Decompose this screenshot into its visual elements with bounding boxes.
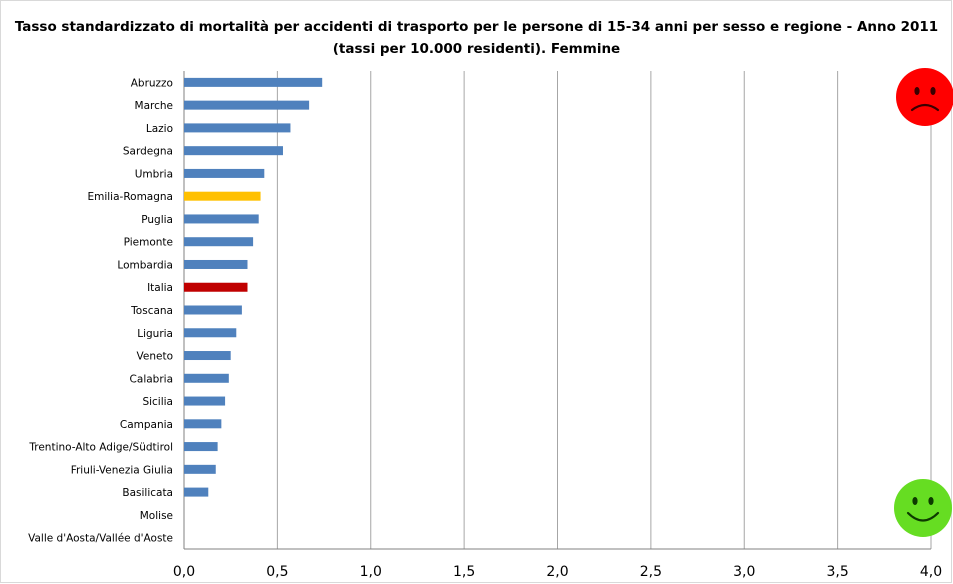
category-label: Liguria [137, 328, 173, 340]
bar [184, 237, 254, 247]
bar [184, 191, 261, 201]
category-label: Lombardia [117, 259, 173, 271]
bar [184, 396, 226, 406]
happy-face-icon [894, 479, 952, 537]
bar [184, 168, 265, 178]
bar [184, 282, 248, 292]
category-label: Friuli-Venezia Giulia [71, 464, 173, 476]
x-tick-label: 2,0 [546, 564, 568, 580]
category-label: Marche [135, 100, 173, 112]
category-label: Basilicata [122, 487, 173, 499]
x-tick-label: 0,0 [173, 564, 195, 580]
bar [184, 123, 291, 133]
category-label: Abruzzo [131, 77, 173, 89]
category-label: Sardegna [123, 146, 173, 158]
category-label: Trentino-Alto Adige/Südtirol [28, 442, 173, 454]
bar [184, 77, 323, 87]
x-tick-label: 4,0 [920, 564, 942, 580]
bars [184, 77, 323, 497]
x-tick-label: 3,0 [733, 564, 755, 580]
bar [184, 146, 283, 156]
x-tick-label: 0,5 [266, 564, 288, 580]
gridlines [183, 71, 932, 550]
bar [184, 305, 242, 315]
bar [184, 464, 216, 474]
bar [184, 259, 248, 269]
category-label: Valle d'Aosta/Vallée d'Aoste [28, 533, 173, 545]
category-label: Lazio [146, 123, 173, 135]
bar [184, 214, 259, 224]
category-label: Veneto [137, 351, 173, 363]
bar [184, 351, 231, 361]
bar [184, 373, 229, 383]
bar [184, 419, 222, 429]
category-label: Campania [120, 419, 173, 431]
x-tick-label: 2,5 [640, 564, 662, 580]
x-tick-label: 1,5 [453, 564, 475, 580]
chart-title: Tasso standardizzato di mortalità per ac… [14, 19, 939, 35]
bar [184, 100, 310, 110]
category-label: Umbria [135, 168, 173, 180]
category-label: Sicilia [142, 396, 173, 408]
chart-subtitle: (tassi per 10.000 residenti). Femmine [332, 41, 621, 57]
category-label: Piemonte [124, 237, 173, 249]
x-tick-labels: 0,0 0,5 1,0 1,5 2,0 2,5 3,0 3,5 4,0 [173, 564, 942, 580]
category-label: Italia [147, 282, 173, 294]
category-label: Toscana [130, 305, 173, 317]
bar [184, 328, 237, 338]
category-label: Calabria [130, 373, 173, 385]
bar [184, 487, 209, 497]
category-labels: Abruzzo Marche Lazio Sardegna Umbria Emilia-R… [28, 77, 173, 544]
category-label: Molise [140, 510, 173, 522]
sad-face-icon [896, 68, 953, 126]
bar [184, 442, 218, 452]
category-label: Puglia [141, 214, 173, 226]
category-label: Emilia-Romagna [87, 191, 173, 203]
x-tick-label: 1,0 [360, 564, 382, 580]
x-tick-label: 3,5 [826, 564, 848, 580]
